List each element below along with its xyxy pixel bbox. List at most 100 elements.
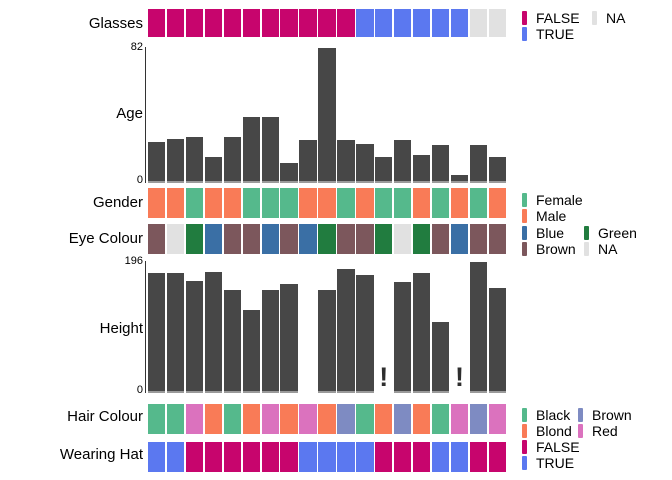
height-bar (261, 290, 279, 393)
eye-tile-green (375, 224, 393, 254)
hair-colour-legend: Black Blond Brown Red (522, 407, 632, 439)
height-bar-slot (431, 262, 450, 393)
legend-label: Blond (536, 423, 572, 439)
height-bar-slot (337, 262, 355, 393)
eye-tile-na (393, 224, 412, 254)
hat-tile-true (356, 442, 374, 472)
height-bar (488, 288, 507, 393)
height-bar-slot (242, 262, 261, 393)
hat-tile-false (280, 442, 298, 472)
height-bar-slot (318, 262, 336, 393)
age-bar-slot (223, 48, 242, 183)
eye-tile-green (318, 224, 336, 254)
gender-tile-male (299, 188, 317, 218)
eye-tile-blue (204, 224, 223, 254)
legend-swatch-icon (584, 242, 589, 256)
eye-tile-na (166, 224, 185, 254)
hair-tile-brown (469, 404, 488, 434)
hair-tile-blond (318, 404, 336, 434)
glasses-tile-na (488, 9, 507, 37)
height-bar (431, 322, 450, 393)
glasses-tile-true (412, 9, 431, 37)
eye-tile-brown (356, 224, 374, 254)
age-bar-slot (375, 48, 393, 183)
hat-tile-true (166, 442, 185, 472)
age-bar (242, 117, 261, 183)
eye-tile-brown (488, 224, 507, 254)
glasses-tile-true (393, 9, 412, 37)
hat-tile-false (223, 442, 242, 472)
height-y-axis-line (145, 261, 146, 393)
hair-tile-brown (337, 404, 355, 434)
hair-tile-red (261, 404, 279, 434)
glasses-tile-false (166, 9, 185, 37)
row-label-gender: Gender (92, 194, 143, 211)
legend-swatch-icon (578, 424, 583, 438)
glasses-tile-true (450, 9, 469, 37)
glasses-tile-false (204, 9, 223, 37)
age-bar-slot (261, 48, 279, 183)
height-bar-slot (299, 262, 316, 393)
eye-tile-blue (299, 224, 317, 254)
height-bar (280, 284, 298, 393)
hat-tile-true (431, 442, 450, 472)
height-missing-value-marker: ! (454, 362, 464, 392)
eye-tile-brown (242, 224, 261, 254)
legend-swatch-icon (522, 193, 527, 207)
age-bar-slot (148, 48, 166, 183)
legend-label: Brown (536, 241, 576, 257)
eye-tile-brown (223, 224, 242, 254)
hair-colour-tile-strip (148, 404, 507, 434)
glasses-tile-true (431, 9, 450, 37)
gender-tile-male (148, 188, 166, 218)
age-bar (337, 140, 355, 183)
age-bar (318, 48, 336, 183)
legend-label: Blue (536, 225, 565, 241)
row-label-wearing-hat: Wearing Hat (59, 446, 143, 463)
age-bar (280, 163, 298, 183)
hair-legend-column: Brown Red (578, 407, 632, 439)
glasses-tile-false (337, 9, 355, 37)
hat-legend-column: FALSE TRUE (522, 439, 580, 471)
hair-tile-red (450, 404, 469, 434)
age-axis-min-label: 0 (136, 174, 143, 186)
hair-tile-brown (393, 404, 412, 434)
age-bar-slot (450, 48, 469, 183)
row-label-glasses: Glasses (88, 15, 143, 32)
wearing-hat-legend: FALSE TRUE (522, 439, 580, 471)
hat-tile-false (204, 442, 223, 472)
age-y-axis-line (145, 47, 146, 183)
height-bar-slot (166, 262, 185, 393)
hair-tile-blond (412, 404, 431, 434)
gender-tile-female (242, 188, 261, 218)
legend-label: Female (536, 192, 583, 208)
hat-tile-false (488, 442, 507, 472)
legend-label: FALSE (536, 10, 580, 26)
hair-tile-red (299, 404, 317, 434)
glasses-tile-true (375, 9, 393, 37)
height-bar-slot (261, 262, 279, 393)
age-bar (185, 136, 204, 183)
hair-tile-black (356, 404, 374, 434)
hair-tile-black (148, 404, 166, 434)
age-bar (469, 145, 488, 183)
height-bar-slot: ! (451, 262, 468, 393)
glasses-tile-false (242, 9, 261, 37)
gender-tile-female (261, 188, 279, 218)
eye-legend-item-green: Green (584, 225, 637, 241)
legend-swatch-icon (522, 11, 527, 25)
legend-swatch-icon (522, 424, 527, 438)
height-bar-slot (412, 262, 431, 393)
legend-swatch-icon (522, 408, 527, 422)
glasses-tile-false (185, 9, 204, 37)
age-bar (166, 138, 185, 183)
eye-tile-blue (261, 224, 279, 254)
legend-label: Male (536, 208, 567, 224)
row-label-eye-colour: Eye Colour (68, 230, 143, 247)
age-bar-slot (204, 48, 223, 183)
height-bar (356, 274, 374, 393)
hat-tile-false (242, 442, 261, 472)
hat-tile-true (299, 442, 317, 472)
age-bar (488, 156, 507, 183)
